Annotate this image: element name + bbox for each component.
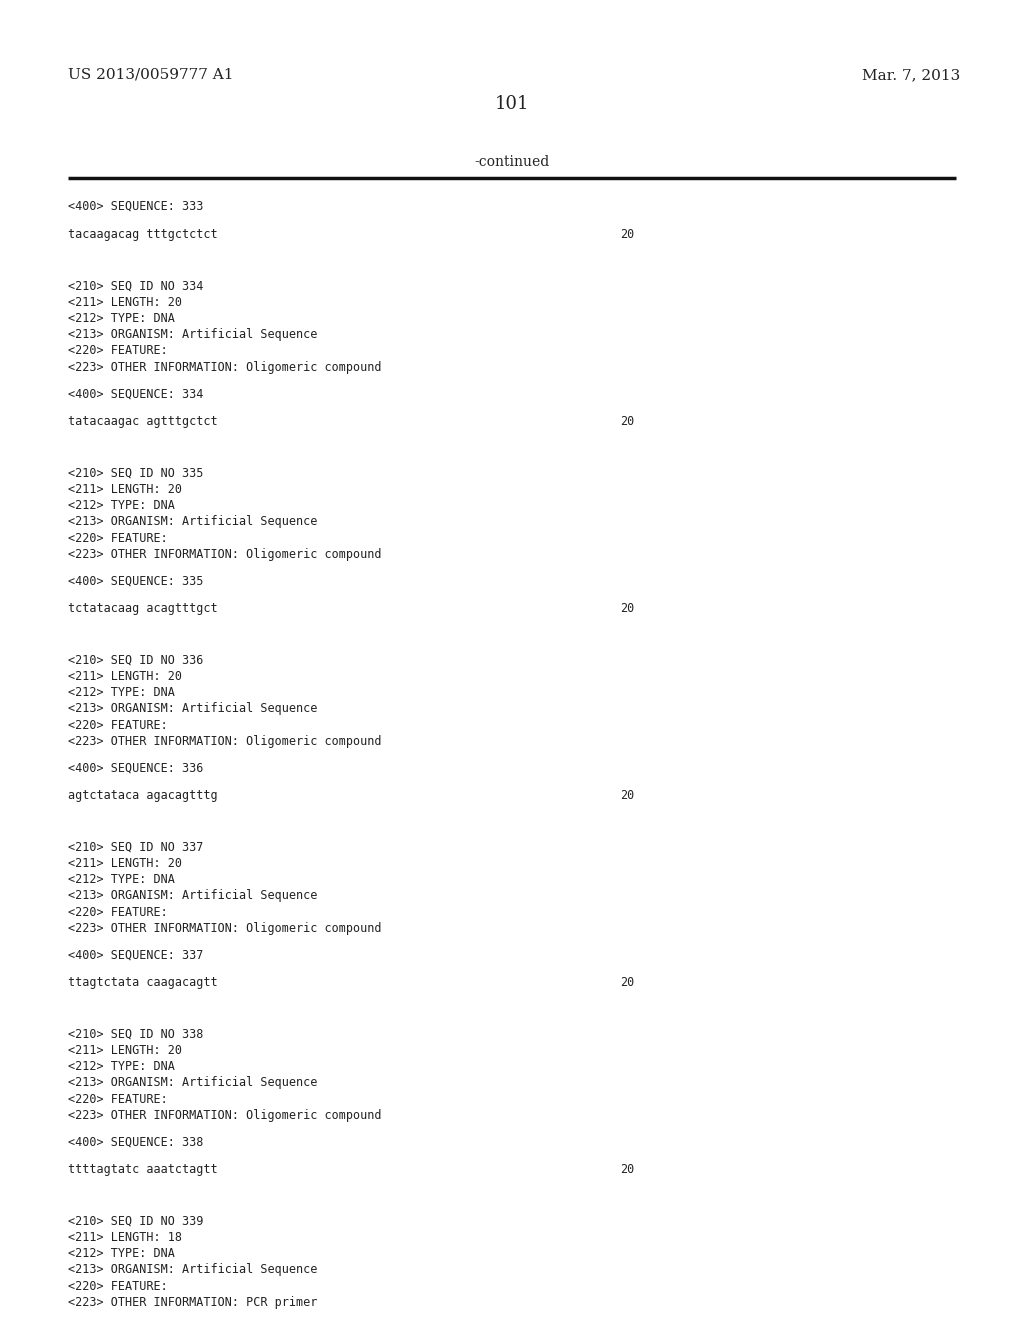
Text: <211> LENGTH: 20: <211> LENGTH: 20 — [68, 669, 182, 682]
Text: 20: 20 — [620, 228, 634, 242]
Text: <211> LENGTH: 20: <211> LENGTH: 20 — [68, 296, 182, 309]
Text: <220> FEATURE:: <220> FEATURE: — [68, 345, 168, 358]
Text: 20: 20 — [620, 1163, 634, 1176]
Text: tctatacaag acagtttgct: tctatacaag acagtttgct — [68, 602, 218, 615]
Text: <400> SEQUENCE: 334: <400> SEQUENCE: 334 — [68, 387, 204, 400]
Text: <223> OTHER INFORMATION: Oligomeric compound: <223> OTHER INFORMATION: Oligomeric comp… — [68, 735, 382, 748]
Text: <212> TYPE: DNA: <212> TYPE: DNA — [68, 1247, 175, 1261]
Text: <223> OTHER INFORMATION: Oligomeric compound: <223> OTHER INFORMATION: Oligomeric comp… — [68, 921, 382, 935]
Text: <211> LENGTH: 20: <211> LENGTH: 20 — [68, 857, 182, 870]
Text: <212> TYPE: DNA: <212> TYPE: DNA — [68, 686, 175, 700]
Text: <212> TYPE: DNA: <212> TYPE: DNA — [68, 873, 175, 886]
Text: ttagtctata caagacagtt: ttagtctata caagacagtt — [68, 975, 218, 989]
Text: <211> LENGTH: 20: <211> LENGTH: 20 — [68, 483, 182, 496]
Text: Mar. 7, 2013: Mar. 7, 2013 — [862, 69, 961, 82]
Text: <212> TYPE: DNA: <212> TYPE: DNA — [68, 1060, 175, 1073]
Text: <400> SEQUENCE: 338: <400> SEQUENCE: 338 — [68, 1135, 204, 1148]
Text: <213> ORGANISM: Artificial Sequence: <213> ORGANISM: Artificial Sequence — [68, 702, 317, 715]
Text: <210> SEQ ID NO 339: <210> SEQ ID NO 339 — [68, 1214, 204, 1228]
Text: <220> FEATURE:: <220> FEATURE: — [68, 718, 168, 731]
Text: -continued: -continued — [474, 154, 550, 169]
Text: <223> OTHER INFORMATION: Oligomeric compound: <223> OTHER INFORMATION: Oligomeric comp… — [68, 1109, 382, 1122]
Text: 101: 101 — [495, 95, 529, 114]
Text: 20: 20 — [620, 975, 634, 989]
Text: 20: 20 — [620, 789, 634, 803]
Text: <400> SEQUENCE: 335: <400> SEQUENCE: 335 — [68, 574, 204, 587]
Text: <210> SEQ ID NO 337: <210> SEQ ID NO 337 — [68, 841, 204, 854]
Text: <400> SEQUENCE: 337: <400> SEQUENCE: 337 — [68, 948, 204, 961]
Text: <210> SEQ ID NO 336: <210> SEQ ID NO 336 — [68, 653, 204, 667]
Text: <211> LENGTH: 18: <211> LENGTH: 18 — [68, 1232, 182, 1243]
Text: <210> SEQ ID NO 334: <210> SEQ ID NO 334 — [68, 280, 204, 293]
Text: <210> SEQ ID NO 338: <210> SEQ ID NO 338 — [68, 1027, 204, 1040]
Text: <220> FEATURE:: <220> FEATURE: — [68, 1093, 168, 1106]
Text: <220> FEATURE:: <220> FEATURE: — [68, 1280, 168, 1292]
Text: 20: 20 — [620, 602, 634, 615]
Text: <213> ORGANISM: Artificial Sequence: <213> ORGANISM: Artificial Sequence — [68, 515, 317, 528]
Text: tacaagacag tttgctctct: tacaagacag tttgctctct — [68, 228, 218, 242]
Text: <213> ORGANISM: Artificial Sequence: <213> ORGANISM: Artificial Sequence — [68, 1263, 317, 1276]
Text: <400> SEQUENCE: 336: <400> SEQUENCE: 336 — [68, 762, 204, 774]
Text: <212> TYPE: DNA: <212> TYPE: DNA — [68, 312, 175, 325]
Text: <213> ORGANISM: Artificial Sequence: <213> ORGANISM: Artificial Sequence — [68, 890, 317, 903]
Text: agtctataca agacagtttg: agtctataca agacagtttg — [68, 789, 218, 803]
Text: <210> SEQ ID NO 335: <210> SEQ ID NO 335 — [68, 466, 204, 479]
Text: <213> ORGANISM: Artificial Sequence: <213> ORGANISM: Artificial Sequence — [68, 329, 317, 342]
Text: <213> ORGANISM: Artificial Sequence: <213> ORGANISM: Artificial Sequence — [68, 1076, 317, 1089]
Text: <223> OTHER INFORMATION: PCR primer: <223> OTHER INFORMATION: PCR primer — [68, 1296, 317, 1309]
Text: <220> FEATURE:: <220> FEATURE: — [68, 906, 168, 919]
Text: US 2013/0059777 A1: US 2013/0059777 A1 — [68, 69, 233, 82]
Text: <223> OTHER INFORMATION: Oligomeric compound: <223> OTHER INFORMATION: Oligomeric comp… — [68, 360, 382, 374]
Text: ttttagtatc aaatctagtt: ttttagtatc aaatctagtt — [68, 1163, 218, 1176]
Text: 20: 20 — [620, 414, 634, 428]
Text: <212> TYPE: DNA: <212> TYPE: DNA — [68, 499, 175, 512]
Text: tatacaagac agtttgctct: tatacaagac agtttgctct — [68, 414, 218, 428]
Text: <211> LENGTH: 20: <211> LENGTH: 20 — [68, 1044, 182, 1057]
Text: <223> OTHER INFORMATION: Oligomeric compound: <223> OTHER INFORMATION: Oligomeric comp… — [68, 548, 382, 561]
Text: <400> SEQUENCE: 333: <400> SEQUENCE: 333 — [68, 201, 204, 213]
Text: <220> FEATURE:: <220> FEATURE: — [68, 532, 168, 545]
